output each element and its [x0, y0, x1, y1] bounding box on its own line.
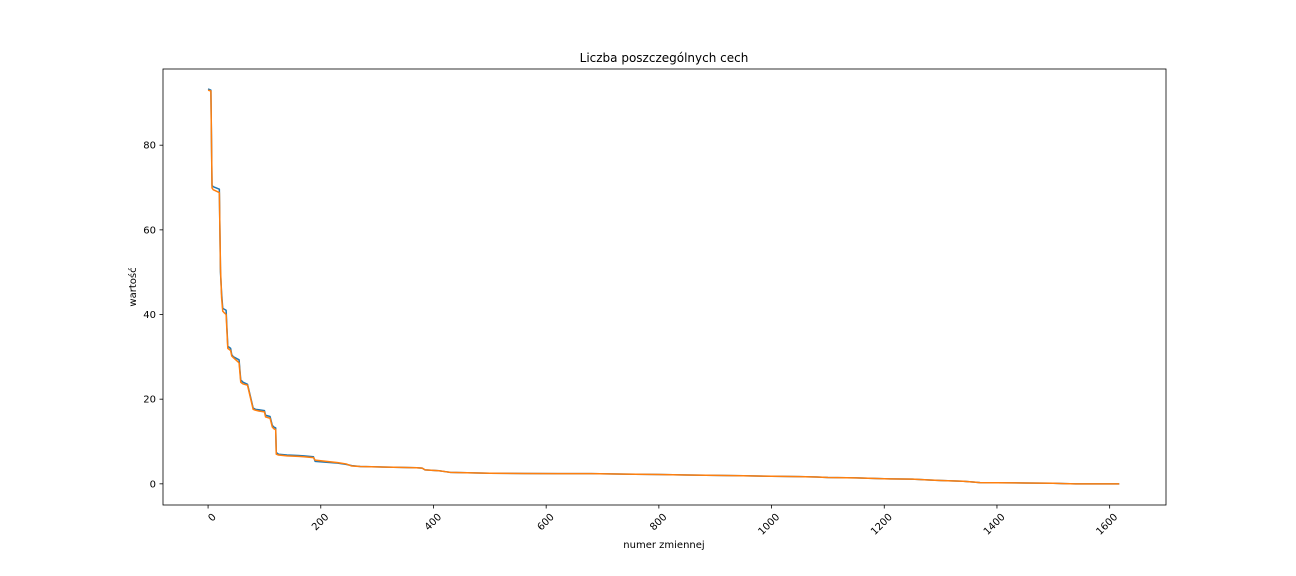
- x-tick-label: 400: [423, 512, 444, 533]
- x-tick-label: 200: [310, 512, 331, 533]
- x-tick-label: 1400: [982, 512, 1008, 538]
- y-tick-label: 40: [143, 310, 156, 321]
- x-tick-label: 800: [648, 512, 669, 533]
- x-axis-label: numer zmiennej: [623, 540, 704, 551]
- x-axis: 0 200 400 600 800 1000 1200 1400 1600: [206, 505, 1120, 538]
- x-tick-label: 1600: [1095, 512, 1121, 538]
- series-layer: [207, 88, 1120, 485]
- y-axis: 0 20 40 60 80: [143, 141, 163, 490]
- chart-title: Liczba poszczególnych cech: [580, 51, 749, 65]
- x-tick-label: 1000: [756, 512, 782, 538]
- series-line-2: [207, 89, 1120, 485]
- series-line-1: [207, 88, 1120, 485]
- x-tick-label: 600: [536, 512, 557, 533]
- y-tick-label: 20: [143, 395, 156, 406]
- y-tick-label: 80: [143, 141, 156, 152]
- y-axis-label: wartość: [127, 267, 139, 306]
- y-tick-label: 60: [143, 225, 156, 236]
- x-tick-label: 0: [206, 512, 218, 524]
- x-tick-label: 1200: [869, 512, 895, 538]
- plot-area-frame: [162, 68, 1167, 506]
- y-tick-label: 0: [150, 479, 156, 490]
